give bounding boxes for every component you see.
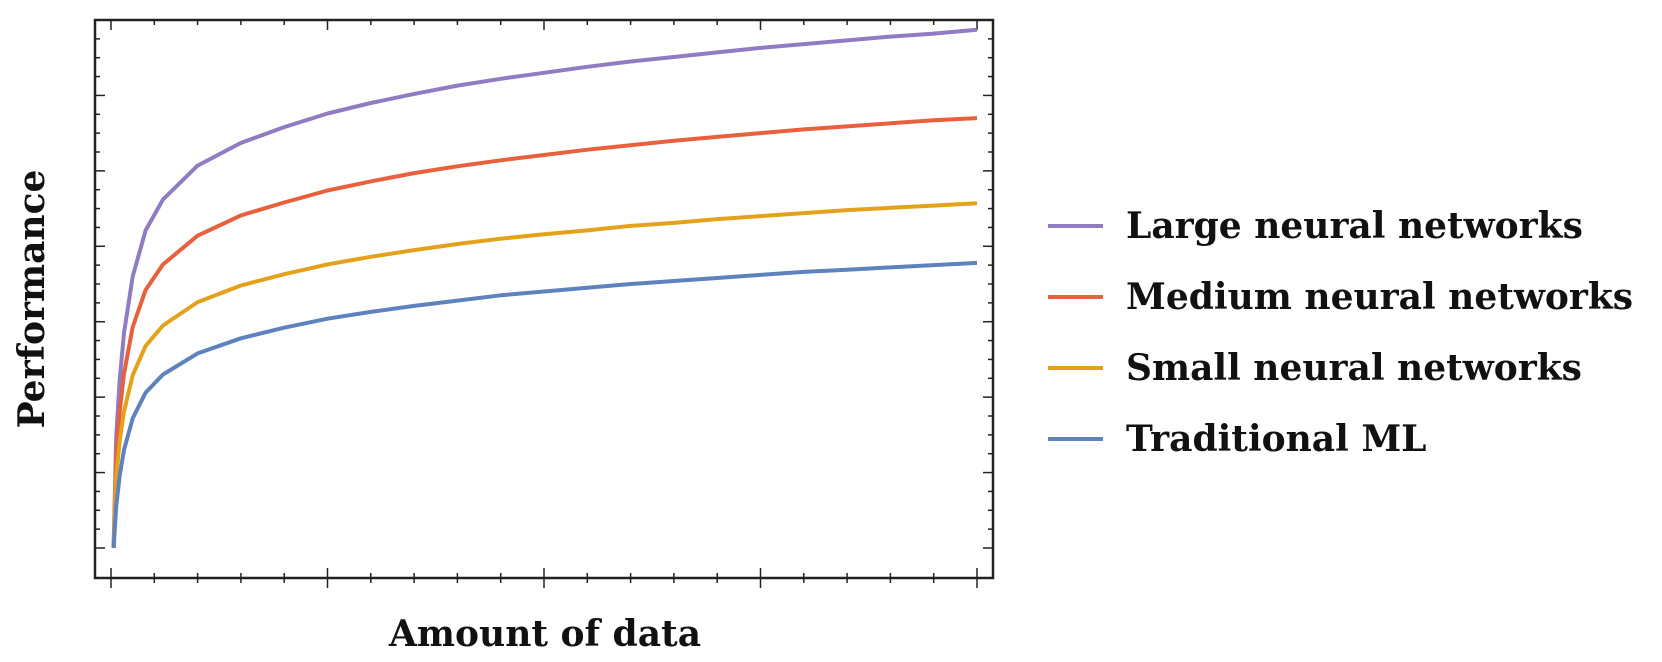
legend-item-large-neural-networks: Large neural networks (1048, 205, 1583, 247)
y-axis-title: Performance (11, 170, 53, 429)
plot-area (93, 18, 995, 588)
legend-item-medium-neural-networks: Medium neural networks (1048, 276, 1633, 318)
series-lines (111, 27, 978, 549)
series-line-medium-neural-networks (111, 116, 978, 549)
x-axis-title: Amount of data (388, 613, 701, 655)
legend-label: Traditional ML (1126, 418, 1427, 460)
legend-item-traditional-ml: Traditional ML (1048, 418, 1427, 460)
legend-label: Large neural networks (1126, 205, 1583, 247)
legend: Large neural networks Medium neural netwo… (1048, 205, 1633, 460)
legend-item-small-neural-networks: Small neural networks (1048, 347, 1582, 389)
series-line-small-neural-networks (111, 201, 978, 549)
plot-frame (93, 18, 995, 580)
legend-label: Medium neural networks (1126, 276, 1633, 318)
series-line-large-neural-networks (111, 27, 978, 549)
legend-label: Small neural networks (1126, 347, 1582, 389)
axis-ticks (95, 19, 993, 588)
series-line-traditional-ml (111, 260, 978, 549)
